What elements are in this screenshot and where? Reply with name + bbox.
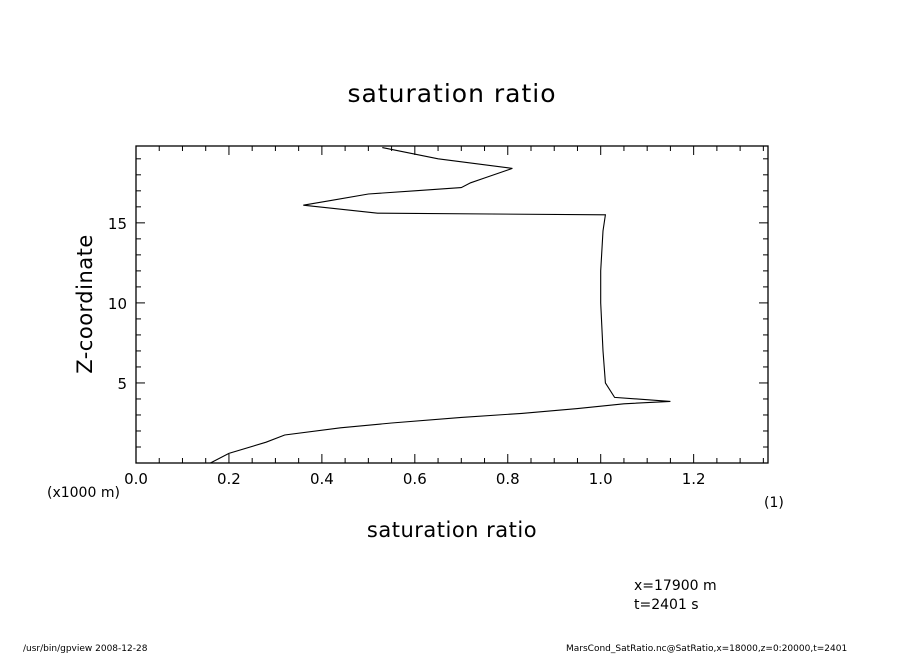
y-ticks (136, 158, 768, 464)
coordinate-x-label: x=17900 m (634, 578, 717, 594)
x-axis-unit: (1) (764, 495, 784, 511)
footer-left: /usr/bin/gpview 2008-12-28 (23, 644, 148, 654)
x-tick-label: 0.8 (496, 470, 520, 488)
y-tick-label: 5 (117, 375, 127, 393)
y-axis-unit: (x1000 m) (47, 485, 120, 501)
chart-title: saturation ratio (347, 79, 556, 108)
x-tick-label: 0.2 (217, 470, 241, 488)
x-tick-labels: 0.0 0.2 0.4 0.6 0.8 1.0 1.2 (124, 470, 706, 488)
x-axis-label: saturation ratio (367, 518, 537, 542)
x-tick-label: 1.0 (589, 470, 613, 488)
x-tick-label: 0.0 (124, 470, 148, 488)
y-axis-label: Z-coordinate (73, 234, 97, 374)
x-tick-label: 0.4 (310, 470, 334, 488)
x-ticks (135, 146, 764, 463)
coordinate-t-label: t=2401 s (634, 597, 699, 613)
y-tick-label: 10 (108, 295, 127, 313)
footer-right: MarsCond_SatRatio.nc@SatRatio,x=18000,z=… (566, 644, 847, 654)
y-tick-label: 15 (108, 215, 127, 233)
series-line (210, 147, 671, 464)
y-tick-labels: 5 10 15 (108, 215, 127, 393)
plot-frame (135, 145, 769, 464)
x-tick-label: 1.2 (682, 470, 706, 488)
x-tick-label: 0.6 (403, 470, 427, 488)
